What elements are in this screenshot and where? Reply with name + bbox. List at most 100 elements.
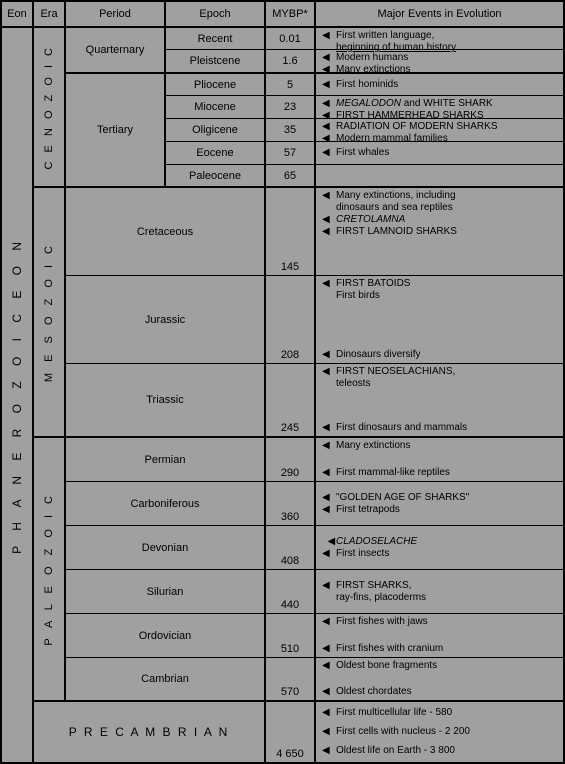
mybp-triassic: 245 [266,364,316,436]
arrow-icon: ◀ [322,492,336,504]
row-jurassic: Jurassic 208 ◀FIRST BATOIDS First birds … [66,276,563,364]
eon-label: P H A N E R O Z O I C E O N [10,236,24,554]
epoch-miocene: Miocene [166,96,264,119]
era-paleozoic-label: P A L E O Z O I C [43,492,55,646]
period-silurian: Silurian [66,570,266,613]
ev-text: dinosaurs and sea reptiles [336,202,453,214]
period-jurassic: Jurassic [66,276,266,363]
ev-text: and WHITE SHARK [401,98,493,109]
ev-text: First hominids [336,79,398,91]
ev-jurassic: ◀FIRST BATOIDS First birds ◀Dinosaurs di… [316,276,563,363]
arrow-icon: ◀ [322,79,336,91]
ev-paleocene [316,165,563,186]
ev-text: Many extinctions [336,440,410,452]
hdr-eon: Eon [2,2,32,28]
mybp-recent: 0.01 [266,28,314,50]
ev-text: First dinosaurs and mammals [336,422,467,434]
epoch-paleocene: Paleocene [166,165,264,186]
mybp-pleistocene: 1.6 [266,50,314,74]
ev-text: Many extinctions, including [336,190,456,202]
period-triassic: Triassic [66,364,266,436]
row-cambrian: Cambrian 570 ◀Oldest bone fragments ◀Old… [66,658,563,700]
arrow-icon: ◀ [322,226,336,238]
ev-pliocene: ◀First hominids [316,74,563,96]
arrow-icon: ◀ [322,536,336,548]
mybp-ordovician: 510 [266,614,316,657]
arrow-icon: ◀ [322,504,336,516]
hdr-mybp: MYBP* [266,2,316,26]
ev-text: Dinosaurs diversify [336,349,420,361]
mybp-cambrian: 570 [266,658,316,700]
ev-text: First mammal-like reptiles [336,467,450,479]
arrow-icon: ◀ [322,214,336,226]
period-tertiary: Tertiary [66,74,164,186]
hdr-events: Major Events in Evolution [316,2,563,26]
ev-text: RADIATION OF MODERN SHARKS [336,121,498,133]
main-grid: Era Period Epoch MYBP* Major Events in E… [34,2,563,762]
ev-silurian: ◀FIRST SHARKS, ray-fins, placoderms [316,570,563,613]
geologic-time-table: Eon P H A N E R O Z O I C E O N Era Peri… [0,0,565,764]
ev-text: FIRST LAMNOID SHARKS [336,226,457,238]
row-ordovician: Ordovician 510 ◀First fishes with jaws ◀… [66,614,563,658]
arrow-icon: ◀ [322,643,336,655]
mybp-eocene: 57 [266,142,314,165]
ev-text: FIRST SHARKS, [336,580,411,592]
ev-text: First written language, [336,30,434,42]
epoch-pleistocene: Pleistcene [166,50,264,74]
ev-recent: ◀First written language, beginning of hu… [316,28,563,50]
mybp-miocene: 23 [266,96,314,119]
arrow-icon: ◀ [322,686,336,698]
precambrian-label: P R E C A M B R I A N [34,702,266,762]
period-cretaceous: Cretaceous [66,188,266,275]
era-mesozoic-label: M E S O Z O I C [43,242,55,382]
arrow-icon: ◀ [322,98,336,110]
epoch-oligicene: Oligicene [166,119,264,142]
ev-text: First tetrapods [336,504,400,516]
mybp-silurian: 440 [266,570,316,613]
ev-text: teleosts [336,378,370,390]
ev-text: Oldest life on Earth - 3 800 [336,745,455,757]
row-silurian: Silurian 440 ◀FIRST SHARKS, ray-fins, pl… [66,570,563,614]
ev-text: First fishes with jaws [336,616,428,628]
arrow-icon: ◀ [322,190,336,202]
cenozoic-periods: Quarternary Tertiary [66,28,166,186]
mybp-paleocene: 65 [266,165,314,186]
period-cambrian: Cambrian [66,658,266,700]
row-devonian: Devonian 408 ◀CLADOSELACHE ◀First insect… [66,526,563,570]
mybp-devonian: 408 [266,526,316,569]
ev-text: Oldest chordates [336,686,412,698]
ev-text: First birds [336,290,380,302]
ev-permian: ◀Many extinctions ◀First mammal-like rep… [316,438,563,481]
arrow-icon: ◀ [322,745,336,757]
period-quaternary: Quarternary [66,28,164,74]
arrow-icon: ◀ [322,52,336,64]
hdr-period: Period [66,2,166,26]
cenozoic-events: ◀First written language, beginning of hu… [316,28,563,186]
ev-text: Modern humans [336,52,408,64]
era-cenozoic-label: C E N O Z O I C [43,45,55,169]
row-permian: Permian 290 ◀Many extinctions ◀First mam… [66,438,563,482]
row-carboniferous: Carboniferous 360 ◀"GOLDEN AGE OF SHARKS… [66,482,563,526]
hdr-epoch: Epoch [166,2,266,26]
ev-text: ray-fins, placoderms [336,592,426,604]
mybp-cretaceous: 145 [266,188,316,275]
era-cenozoic: C E N O Z O I C [34,28,66,186]
ev-eocene: ◀First whales [316,142,563,165]
mybp-jurassic: 208 [266,276,316,363]
arrow-icon: ◀ [322,548,336,560]
cenozoic-mybp: 0.01 1.6 5 23 35 57 65 [266,28,316,186]
epoch-recent: Recent [166,28,264,50]
arrow-icon: ◀ [322,121,336,133]
ev-ordovician: ◀First fishes with jaws ◀First fishes wi… [316,614,563,657]
ev-text: First whales [336,147,389,159]
arrow-icon: ◀ [322,422,336,434]
period-permian: Permian [66,438,266,481]
arrow-icon: ◀ [322,580,336,592]
mybp-carboniferous: 360 [266,482,316,525]
period-ordovician: Ordovician [66,614,266,657]
era-paleozoic: P A L E O Z O I C [34,438,66,700]
mybp-oligicene: 35 [266,119,314,142]
era-cenozoic-row: C E N O Z O I C Quarternary Tertiary Rec… [34,28,563,188]
ev-text: Oldest bone fragments [336,660,437,672]
arrow-icon: ◀ [322,660,336,672]
